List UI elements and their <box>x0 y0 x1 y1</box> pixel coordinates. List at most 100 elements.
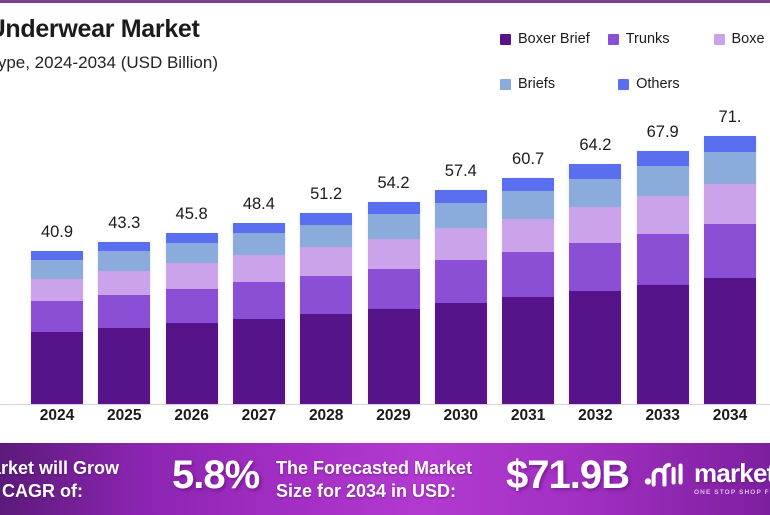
bar-segment-trunks-2032[interactable] <box>569 243 622 292</box>
bar-segment-boxer-brief-2032[interactable] <box>569 291 622 404</box>
brand-logo[interactable]: market ONE STOP SHOP FOR THE <box>644 459 770 496</box>
bar-segment-briefs-2028[interactable] <box>300 224 353 248</box>
bar-value-label-2030: 57.4 <box>444 162 477 180</box>
legend-item-boxer-brief[interactable]: Boxer Brief <box>500 31 590 47</box>
legend-item-briefs[interactable]: Briefs <box>500 76 555 92</box>
bar-group-2032[interactable]: 64.2 <box>569 136 622 404</box>
bar-segment-boxer-brief-2025[interactable] <box>98 327 151 404</box>
bar-stack-2025[interactable] <box>98 242 151 404</box>
bar-segment-trunks-2026[interactable] <box>165 288 218 324</box>
bar-segment-boxers-2031[interactable] <box>502 218 555 253</box>
bar-segment-briefs-2024[interactable] <box>31 260 83 279</box>
bar-segment-trunks-2033[interactable] <box>636 234 689 285</box>
bar-stack-2029[interactable] <box>367 202 420 404</box>
bar-value-label-2025: 43.3 <box>108 214 141 232</box>
bar-group-2026[interactable]: 45.8 <box>165 205 218 404</box>
banner-inner: Market will Grow he CAGR of: 5.8% The Fo… <box>0 443 770 515</box>
bar-segment-trunks-2034[interactable] <box>704 223 756 278</box>
legend-row-2: Briefs Others <box>500 72 770 96</box>
bar-segment-others-2025[interactable] <box>98 242 151 252</box>
bar-segment-briefs-2033[interactable] <box>636 165 689 197</box>
bar-segment-boxers-2030[interactable] <box>434 228 487 261</box>
chart-subtitle: by Type, 2024-2034 (USD Billion) <box>0 53 218 72</box>
bar-segment-briefs-2031[interactable] <box>502 191 555 219</box>
bar-segment-boxer-brief-2028[interactable] <box>300 314 353 404</box>
bar-group-2028[interactable]: 51.2 <box>300 185 353 404</box>
bar-segment-others-2034[interactable] <box>704 136 756 152</box>
bar-segment-others-2024[interactable] <box>31 251 83 261</box>
bar-segment-boxers-2028[interactable] <box>300 247 353 277</box>
x-tick-2033: 2033 <box>645 407 680 424</box>
bar-segment-boxers-2027[interactable] <box>232 255 285 283</box>
bar-segment-boxer-brief-2033[interactable] <box>636 284 689 404</box>
bar-group-2025[interactable]: 43.3 <box>98 214 151 404</box>
bar-segment-trunks-2031[interactable] <box>502 252 555 298</box>
legend-item-trunks[interactable]: Trunks <box>607 31 670 47</box>
bar-stack-2032[interactable] <box>569 164 622 404</box>
bar-segment-trunks-2029[interactable] <box>367 268 420 309</box>
bar-stack-2030[interactable] <box>434 190 487 404</box>
bar-group-2034[interactable]: 71. <box>704 108 756 404</box>
bar-segment-boxer-brief-2031[interactable] <box>502 297 555 404</box>
x-tick-2027: 2027 <box>241 407 277 424</box>
bar-segment-boxers-2026[interactable] <box>165 263 218 289</box>
x-axis-baseline <box>0 404 770 405</box>
bar-segment-others-2030[interactable] <box>434 190 487 203</box>
bar-stack-2028[interactable] <box>300 213 353 404</box>
bar-segment-boxers-2029[interactable] <box>367 238 420 269</box>
bar-segment-others-2028[interactable] <box>300 213 353 225</box>
legend-swatch-briefs <box>500 78 511 90</box>
bar-segment-boxer-brief-2034[interactable] <box>704 277 756 404</box>
bar-segment-others-2029[interactable] <box>367 202 420 215</box>
bar-stack-2027[interactable] <box>232 223 285 404</box>
bar-segment-boxers-2025[interactable] <box>98 270 151 296</box>
bar-segment-briefs-2030[interactable] <box>434 202 487 229</box>
bar-stack-2031[interactable] <box>502 178 555 404</box>
bar-stack-2034[interactable] <box>704 136 756 404</box>
bar-segment-boxers-2034[interactable] <box>704 183 756 224</box>
bar-group-2031[interactable]: 60.7 <box>502 150 555 404</box>
bar-segment-trunks-2028[interactable] <box>300 276 353 315</box>
bar-group-2029[interactable]: 54.2 <box>367 174 420 404</box>
bar-segment-briefs-2025[interactable] <box>98 251 151 271</box>
banner-forecast-caption: The Forecasted Market Size for 2034 in U… <box>276 457 472 503</box>
bar-segment-others-2027[interactable] <box>232 223 285 234</box>
bar-segment-briefs-2032[interactable] <box>569 178 622 208</box>
bar-segment-boxer-brief-2026[interactable] <box>165 323 218 404</box>
legend-label-boxers: Boxe <box>731 31 765 47</box>
bar-segment-others-2032[interactable] <box>569 164 622 179</box>
bar-segment-boxer-brief-2024[interactable] <box>31 332 83 404</box>
legend-swatch-boxer-brief <box>500 33 511 45</box>
bar-segment-boxer-brief-2029[interactable] <box>367 308 420 404</box>
market-logo-icon <box>644 462 683 487</box>
bar-stack-2026[interactable] <box>165 233 218 404</box>
bottom-banner: Market will Grow he CAGR of: 5.8% The Fo… <box>0 443 770 515</box>
legend-item-others[interactable]: Others <box>618 76 680 92</box>
bar-stack-2024[interactable] <box>31 251 83 404</box>
bar-stack-2033[interactable] <box>636 151 689 404</box>
bar-segment-trunks-2027[interactable] <box>232 282 285 319</box>
bar-segment-briefs-2026[interactable] <box>165 242 218 264</box>
bar-segment-others-2031[interactable] <box>502 178 555 192</box>
bar-group-2033[interactable]: 67.9 <box>636 123 689 404</box>
bar-segment-trunks-2024[interactable] <box>31 301 83 333</box>
bar-segment-trunks-2025[interactable] <box>98 295 151 328</box>
bar-segment-trunks-2030[interactable] <box>434 260 487 304</box>
bar-segment-boxers-2024[interactable] <box>31 278 83 302</box>
bar-segment-boxer-brief-2030[interactable] <box>434 303 487 404</box>
bar-segment-others-2026[interactable] <box>165 233 218 243</box>
bar-segment-boxers-2032[interactable] <box>569 207 622 244</box>
bar-segment-briefs-2034[interactable] <box>704 151 756 184</box>
bar-series-container: 40.9 43.3 45.8 48.4 51.2 54.2 57.4 60.7 64.2 67.9… <box>0 108 770 404</box>
legend-item-boxers[interactable]: Boxe <box>713 31 765 47</box>
bar-group-2027[interactable]: 48.4 <box>232 195 285 404</box>
x-tick-2030: 2030 <box>443 407 479 424</box>
bar-segment-briefs-2029[interactable] <box>367 214 420 239</box>
bar-group-2030[interactable]: 57.4 <box>434 162 487 404</box>
bar-segment-briefs-2027[interactable] <box>232 233 285 256</box>
x-tick-2024: 2024 <box>39 407 75 424</box>
bar-segment-others-2033[interactable] <box>636 151 689 166</box>
bar-group-2024[interactable]: 40.9 <box>31 223 83 404</box>
bar-segment-boxer-brief-2027[interactable] <box>232 318 285 404</box>
bar-segment-boxers-2033[interactable] <box>636 196 689 235</box>
